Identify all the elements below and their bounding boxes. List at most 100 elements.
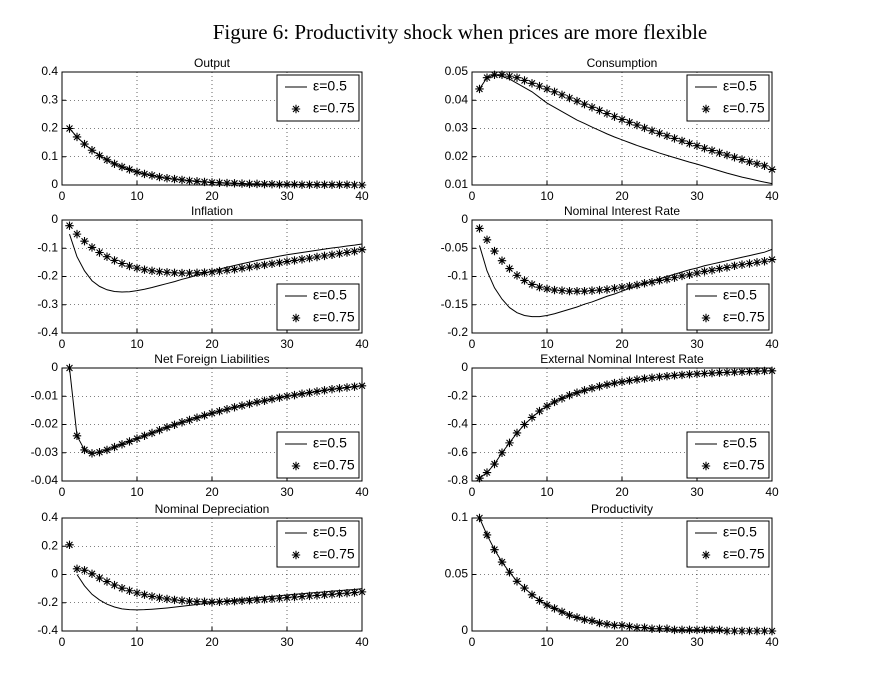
data-point bbox=[132, 588, 142, 598]
data-point bbox=[670, 625, 679, 635]
data-point bbox=[737, 260, 747, 269]
data-point bbox=[357, 180, 367, 190]
data-point bbox=[497, 70, 507, 80]
x-tick-label: 0 bbox=[469, 337, 476, 351]
data-point bbox=[117, 584, 127, 593]
data-point bbox=[170, 420, 179, 429]
y-tick-label: -0.1 bbox=[37, 240, 58, 254]
data-point bbox=[117, 162, 127, 172]
data-point bbox=[162, 174, 172, 183]
y-tick-label: 0 bbox=[461, 212, 468, 226]
data-point bbox=[497, 448, 507, 457]
data-point bbox=[357, 587, 367, 597]
data-point bbox=[580, 386, 589, 395]
data-point bbox=[170, 174, 179, 184]
data-point bbox=[557, 90, 567, 100]
series-line bbox=[479, 74, 773, 185]
y-tick-label: 0 bbox=[51, 567, 58, 581]
data-point bbox=[557, 394, 567, 403]
data-point bbox=[482, 73, 492, 82]
data-point bbox=[632, 120, 642, 130]
series-line bbox=[69, 233, 363, 293]
x-tick-label: 0 bbox=[469, 485, 476, 499]
data-point bbox=[357, 381, 367, 390]
data-point bbox=[497, 557, 507, 567]
series-line bbox=[479, 245, 773, 318]
data-point bbox=[475, 84, 484, 94]
y-tick-label: 0.04 bbox=[445, 92, 469, 106]
legend-box bbox=[686, 74, 770, 122]
y-tick-label: -0.15 bbox=[441, 297, 469, 311]
x-tick-label: 10 bbox=[130, 635, 144, 649]
data-point bbox=[87, 569, 97, 578]
legend-label: ε=0.75 bbox=[723, 457, 765, 473]
legend-label: ε=0.75 bbox=[723, 100, 765, 116]
x-tick-label: 30 bbox=[280, 485, 294, 499]
data-point bbox=[110, 159, 119, 169]
plot-frame bbox=[471, 367, 773, 482]
data-point bbox=[132, 434, 142, 443]
data-point bbox=[267, 179, 277, 189]
data-point bbox=[482, 530, 492, 540]
y-tick-label: -0.2 bbox=[447, 388, 468, 402]
x-tick-label: 20 bbox=[205, 337, 219, 351]
data-point bbox=[350, 588, 359, 597]
x-tick-label: 0 bbox=[59, 337, 66, 351]
data-point bbox=[140, 431, 149, 440]
data-point bbox=[125, 165, 134, 174]
data-point bbox=[290, 390, 299, 400]
legend-box bbox=[686, 520, 770, 568]
data-point bbox=[222, 266, 232, 275]
subplot-title: Nominal Depreciation bbox=[155, 502, 270, 516]
plot-frame bbox=[471, 517, 773, 632]
data-point bbox=[730, 261, 739, 270]
subplot-title: Output bbox=[194, 56, 231, 70]
x-tick-label: 30 bbox=[690, 189, 704, 203]
data-point bbox=[520, 420, 529, 429]
data-point bbox=[155, 425, 164, 435]
y-tick-label: 0.2 bbox=[41, 121, 58, 135]
data-point bbox=[155, 172, 164, 182]
y-tick-label: 0 bbox=[51, 212, 58, 226]
x-tick-label: 30 bbox=[690, 635, 704, 649]
legend-label: ε=0.5 bbox=[313, 78, 347, 94]
data-point bbox=[587, 103, 597, 112]
data-point bbox=[640, 123, 649, 133]
data-point bbox=[357, 245, 367, 254]
data-point bbox=[565, 610, 574, 620]
data-point bbox=[550, 604, 559, 613]
data-point bbox=[72, 431, 82, 440]
data-point bbox=[677, 271, 687, 281]
x-tick-label: 20 bbox=[615, 485, 629, 499]
legend-label: ε=0.75 bbox=[313, 457, 355, 473]
legend-label: ε=0.5 bbox=[723, 435, 757, 451]
data-point bbox=[125, 437, 134, 446]
data-point bbox=[200, 411, 209, 420]
data-point bbox=[335, 180, 344, 189]
data-point bbox=[192, 413, 202, 422]
data-point bbox=[640, 279, 649, 288]
data-point bbox=[617, 377, 627, 387]
x-tick-label: 20 bbox=[615, 189, 629, 203]
data-point bbox=[662, 131, 672, 141]
data-point bbox=[745, 259, 754, 268]
data-point bbox=[475, 513, 484, 523]
data-point bbox=[572, 96, 582, 106]
data-point bbox=[65, 363, 74, 373]
data-point bbox=[685, 625, 694, 635]
data-point bbox=[72, 229, 82, 239]
data-point bbox=[647, 373, 657, 382]
data-point bbox=[290, 256, 299, 265]
data-point bbox=[595, 382, 604, 391]
data-point bbox=[602, 380, 612, 389]
data-point bbox=[275, 258, 284, 267]
x-tick-label: 40 bbox=[355, 337, 369, 351]
data-point bbox=[215, 178, 224, 187]
data-point bbox=[580, 100, 589, 109]
data-point bbox=[602, 285, 612, 294]
figure-title: Figure 6: Productivity shock when prices… bbox=[213, 20, 708, 44]
data-point bbox=[722, 263, 732, 272]
data-point bbox=[550, 397, 559, 407]
data-point bbox=[200, 597, 209, 606]
data-point bbox=[655, 624, 664, 633]
